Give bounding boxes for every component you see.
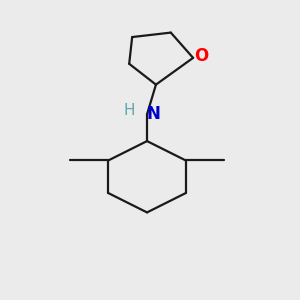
- Text: O: O: [194, 47, 208, 65]
- Text: H: H: [123, 103, 135, 118]
- Text: N: N: [146, 105, 160, 123]
